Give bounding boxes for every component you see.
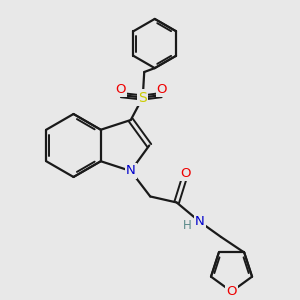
Text: O: O: [180, 167, 190, 180]
Text: O: O: [157, 83, 167, 96]
Text: O: O: [115, 83, 126, 96]
Text: O: O: [226, 285, 237, 298]
Text: N: N: [126, 164, 136, 178]
Text: N: N: [195, 215, 205, 229]
Text: H: H: [183, 219, 192, 232]
Text: S: S: [138, 91, 147, 104]
